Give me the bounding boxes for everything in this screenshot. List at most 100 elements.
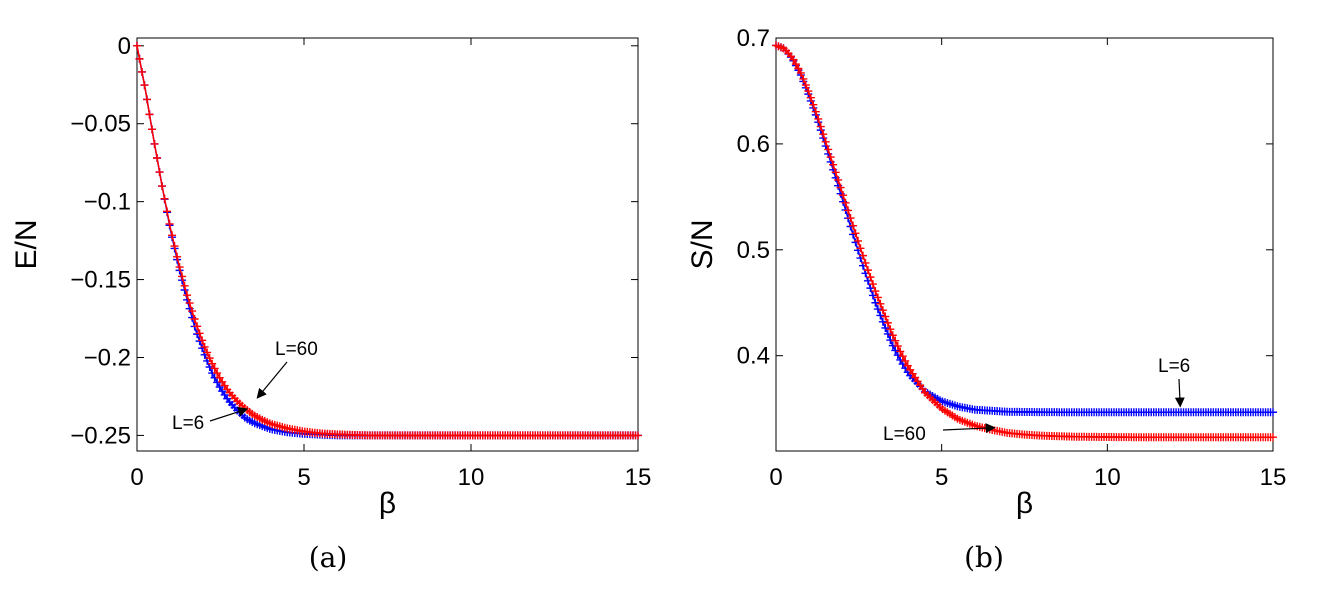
- data-point: [1269, 408, 1277, 417]
- data-point: [898, 352, 907, 361]
- data-point: [133, 41, 141, 50]
- data-point: [806, 93, 815, 102]
- data-point: [193, 322, 202, 331]
- y-tick-label: −0.15: [70, 267, 131, 294]
- y-tick-label: 0: [118, 33, 131, 60]
- plot-frame: [775, 37, 1274, 452]
- annotation-arrow: [1174, 378, 1185, 408]
- data-point: [148, 125, 157, 134]
- data-point: [814, 114, 823, 123]
- panel-caption: (b): [964, 541, 1004, 574]
- x-axis-label: β: [379, 487, 396, 520]
- data-point: [143, 95, 152, 104]
- data-point: [165, 219, 174, 228]
- panel-a: 0 5 10 15 0 −0.05 −0.1 −0.15 −0.2 −0.25 β E/N (a) L=6…: [10, 33, 651, 574]
- data-point: [185, 299, 194, 308]
- data-point: [883, 318, 892, 327]
- data-point: [804, 87, 813, 96]
- data-point: [873, 293, 882, 302]
- data-point: [876, 299, 885, 308]
- data-point: [886, 325, 895, 334]
- x-tick-label: 15: [1260, 464, 1287, 491]
- data-point: [163, 207, 172, 216]
- data-point: [873, 305, 882, 314]
- data-point: [868, 291, 877, 300]
- data-point: [849, 221, 858, 230]
- annotation-arrow: [942, 423, 996, 434]
- data-point: [215, 373, 224, 382]
- data-point: [183, 291, 192, 300]
- data-point: [145, 110, 154, 119]
- data-point: [203, 348, 212, 357]
- data-point: [210, 364, 219, 373]
- y-axis-label: S/N: [686, 219, 719, 269]
- data-point: [188, 307, 197, 316]
- data-point: [200, 342, 209, 351]
- data-point: [794, 64, 803, 73]
- data-point: [138, 67, 147, 76]
- data-point: [809, 100, 818, 109]
- series-l6: [133, 41, 642, 440]
- y-tick-label: −0.1: [84, 189, 131, 216]
- data-point: [824, 145, 833, 154]
- x-tick-label: 10: [458, 464, 485, 491]
- data-point: [826, 153, 835, 162]
- data-point: [866, 273, 875, 282]
- data-point: [834, 175, 843, 184]
- data-point: [876, 311, 885, 320]
- data-point: [789, 55, 798, 64]
- x-tick-label: 0: [130, 464, 143, 491]
- x-tick-label: 10: [1094, 464, 1121, 491]
- y-tick-label: −0.2: [84, 344, 131, 371]
- data-point: [861, 258, 870, 267]
- x-tick-label: 15: [625, 464, 652, 491]
- annotation-arrow: [256, 361, 288, 399]
- data-point: [168, 231, 177, 240]
- data-point: [811, 107, 820, 116]
- annotation-label: L=6: [172, 413, 204, 434]
- data-point: [158, 182, 167, 191]
- data-point: [854, 236, 863, 245]
- data-point: [195, 329, 204, 338]
- data-point: [871, 298, 880, 307]
- annotation-arrow: [209, 406, 249, 422]
- y-tick-label: 0.6: [737, 131, 770, 158]
- data-point: [213, 369, 222, 378]
- series-l60: [133, 41, 642, 440]
- data-point: [901, 356, 910, 365]
- series-l60: [772, 41, 1277, 442]
- data-point: [883, 329, 892, 338]
- data-point: [208, 359, 217, 368]
- data-point: [866, 284, 875, 293]
- data-point: [903, 361, 912, 370]
- data-point: [868, 280, 877, 289]
- data-point: [155, 168, 164, 177]
- data-point: [170, 242, 179, 251]
- data-point: [856, 244, 865, 253]
- data-point: [819, 130, 828, 139]
- data-point: [881, 323, 890, 332]
- data-point: [175, 263, 184, 272]
- plot-frame: [136, 37, 639, 452]
- annotation-label: L=60: [883, 424, 926, 445]
- annotation-label: L=60: [275, 339, 318, 360]
- data-point: [150, 139, 159, 148]
- annotation-label: L=6: [1158, 356, 1190, 377]
- data-point: [816, 122, 825, 131]
- data-point: [878, 317, 887, 326]
- data-point: [801, 81, 810, 90]
- data-point: [153, 154, 162, 163]
- y-tick-label: 0.5: [737, 237, 770, 264]
- y-tick-label: 0.7: [737, 25, 770, 52]
- y-tick-label: 0.4: [737, 343, 770, 370]
- data-point: [1269, 433, 1277, 442]
- series-line: [775, 44, 1273, 438]
- data-point: [893, 342, 902, 351]
- data-point: [891, 346, 900, 355]
- data-point: [799, 74, 808, 83]
- data-point: [791, 60, 800, 69]
- data-point: [205, 354, 214, 363]
- data-point: [841, 198, 850, 207]
- panel-b: 0 5 10 15 0.4 0.5 0.6 0.7 β S/N (b) L=6 L=60: [686, 25, 1286, 574]
